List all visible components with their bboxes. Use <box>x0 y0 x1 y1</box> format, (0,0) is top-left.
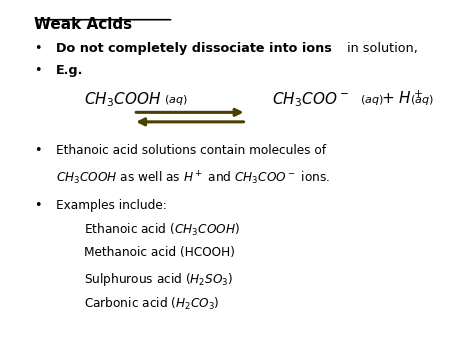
Text: Sulphurous acid ($\mathit{H_2SO_3}$): Sulphurous acid ($\mathit{H_2SO_3}$) <box>84 271 233 288</box>
Text: Ethanoic acid solutions contain molecules of: Ethanoic acid solutions contain molecule… <box>55 144 326 157</box>
Text: Examples include:: Examples include: <box>55 199 166 212</box>
Text: •: • <box>35 42 42 55</box>
Text: Weak Acids: Weak Acids <box>35 17 133 32</box>
Text: $\mathit{(aq)}$: $\mathit{(aq)}$ <box>164 93 188 107</box>
Text: E.g.: E.g. <box>55 64 83 77</box>
Text: •: • <box>35 199 42 212</box>
Text: Carbonic acid ($\mathit{H_2CO_3}$): Carbonic acid ($\mathit{H_2CO_3}$) <box>84 295 219 312</box>
Text: •: • <box>35 64 42 77</box>
Text: $+\ \mathit{H^+}$: $+\ \mathit{H^+}$ <box>381 90 423 108</box>
Text: •: • <box>35 144 42 157</box>
Text: $\mathit{CH_3COO^-}$: $\mathit{CH_3COO^-}$ <box>273 90 349 109</box>
Text: in solution,: in solution, <box>344 42 419 55</box>
Text: Ethanoic acid ($\mathit{CH_3COOH}$): Ethanoic acid ($\mathit{CH_3COOH}$) <box>84 222 240 237</box>
Text: Methanoic acid (HCOOH): Methanoic acid (HCOOH) <box>84 246 235 259</box>
Text: Do not completely dissociate into ions: Do not completely dissociate into ions <box>55 42 331 55</box>
Text: $\mathit{CH_3COOH}$ as well as $\mathit{H^+}$ and $\mathit{CH_3COO^-}$ ions.: $\mathit{CH_3COOH}$ as well as $\mathit{… <box>55 169 329 187</box>
Text: $\mathit{(aq)}$: $\mathit{(aq)}$ <box>410 93 434 107</box>
Text: $\mathit{CH_3COOH}$: $\mathit{CH_3COOH}$ <box>84 90 161 109</box>
Text: $\mathit{(aq)}$: $\mathit{(aq)}$ <box>360 93 384 107</box>
